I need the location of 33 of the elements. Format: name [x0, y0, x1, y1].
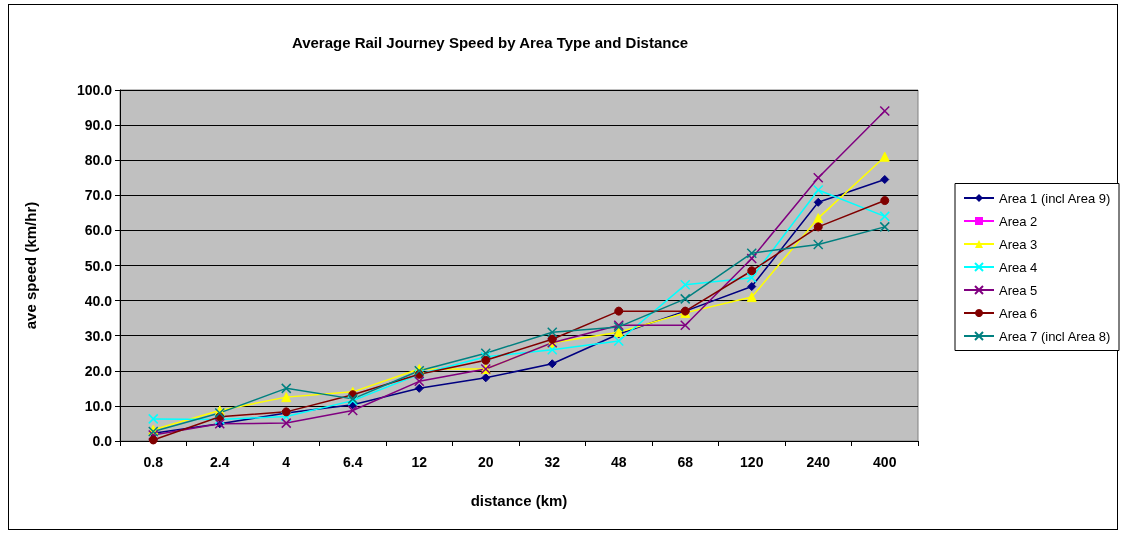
x-tick-label: 4 — [282, 454, 291, 470]
y-axis-title: ave speed (km/hr) — [22, 201, 39, 330]
y-tick-label: 100.0 — [76, 82, 113, 98]
legend-label: Area 6 — [999, 305, 1038, 321]
x-tick-label: 6.4 — [343, 454, 363, 470]
y-tick-label: 80.0 — [84, 152, 113, 169]
legend-label: Area 4 — [999, 259, 1038, 275]
legend-label: Area 2 — [999, 213, 1038, 229]
x-tick-label: 240 — [806, 454, 831, 470]
x-tick-label: 2.4 — [210, 454, 230, 470]
y-tick-label: 30.0 — [84, 327, 113, 344]
legend-label: Area 5 — [999, 282, 1038, 298]
y-tick-label: 10.0 — [84, 397, 113, 414]
x-tick-label: 0.8 — [143, 454, 164, 470]
x-tick-label: 12 — [411, 454, 428, 470]
x-tick-label: 32 — [544, 454, 561, 470]
legend-label: Area 1 (incl Area 9) — [999, 190, 1111, 206]
x-tick-label: 20 — [477, 454, 494, 470]
x-tick-label: 120 — [740, 454, 764, 470]
x-tick-label: 400 — [873, 454, 897, 470]
y-tick-label: 70.0 — [84, 187, 113, 204]
x-tick-label: 48 — [610, 454, 627, 470]
y-tick-label: 50.0 — [84, 257, 113, 274]
y-tick-label: 60.0 — [84, 222, 113, 239]
y-tick-label: 20.0 — [84, 362, 113, 379]
legend-label: Area 7 (incl Area 8) — [999, 328, 1111, 344]
y-tick-label: 40.0 — [84, 292, 113, 309]
chart-title: Average Rail Journey Speed by Area Type and Distance — [291, 34, 689, 51]
y-tick-label: 90.0 — [84, 117, 113, 134]
y-tick-label: 0.0 — [92, 433, 113, 449]
x-axis-title: distance (km) — [470, 492, 568, 509]
x-tick-label: 68 — [677, 454, 694, 470]
legend-label: Area 3 — [999, 236, 1038, 252]
